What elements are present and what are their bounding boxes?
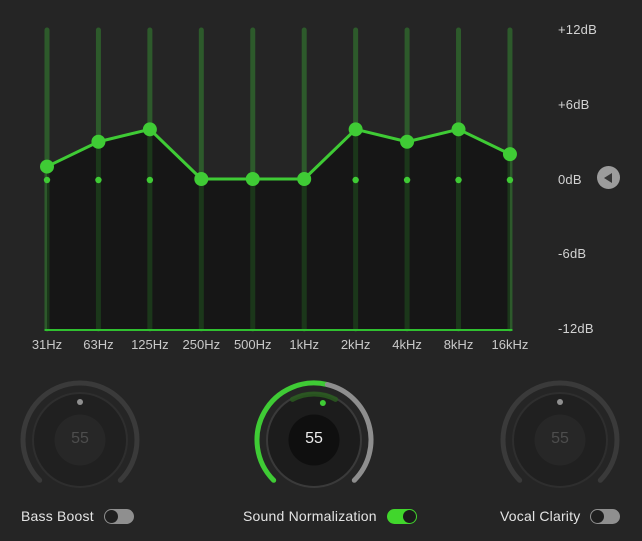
sound-normalization-knob[interactable]: 55: [252, 378, 376, 502]
bass-boost-row: Bass Boost: [21, 507, 134, 525]
eq-zero-dot: [403, 176, 411, 184]
sound-normalization-row: Sound Normalization: [243, 507, 417, 525]
freq-label: 31Hz: [31, 337, 63, 352]
db-tick-label: -12dB: [558, 320, 594, 336]
knob-inner-disc: [288, 414, 340, 466]
eq-handle-8kHz[interactable]: [451, 122, 466, 137]
eq-curve: [45, 127, 512, 181]
freq-label: 63Hz: [83, 337, 114, 352]
freq-label: 500Hz: [233, 337, 272, 352]
freq-label: 1kHz: [289, 337, 319, 352]
knob-inner-disc: [54, 414, 106, 466]
eq-handle-63Hz[interactable]: [91, 134, 106, 149]
eq-handle-125Hz[interactable]: [142, 122, 157, 137]
eq-zero-dot: [506, 176, 514, 184]
eq-zero-dot: [352, 176, 359, 184]
eq-zero-dot: [146, 176, 154, 184]
db-tick-label: +12dB: [558, 22, 597, 38]
bass-boost-toggle[interactable]: [103, 508, 134, 524]
arrow-left-icon: [603, 172, 612, 183]
vocal-clarity-toggle[interactable]: [590, 508, 621, 524]
freq-label: 250Hz: [182, 337, 221, 352]
db-tick-label: -6dB: [558, 246, 587, 262]
knob-arc-disabled: [500, 380, 620, 483]
freq-label: 16kHz: [491, 337, 529, 352]
knob-arc-value: [254, 380, 330, 483]
knob-indicator-dot: [77, 399, 83, 405]
bass-boost-knob[interactable]: 55: [18, 378, 142, 502]
eq-handle-2kHz[interactable]: [348, 122, 363, 137]
freq-label: 2kHz: [340, 337, 371, 352]
knob-rim-glow: [289, 391, 339, 402]
eq-handle-1kHz[interactable]: [297, 172, 312, 186]
eq-handle-16kHz[interactable]: [502, 147, 517, 162]
freq-label: 8kHz: [443, 337, 474, 352]
eq-handle-31Hz[interactable]: [40, 159, 54, 174]
eq-handle-500Hz[interactable]: [245, 172, 260, 186]
eq-reset-button[interactable]: [597, 166, 620, 189]
sound-normalization-label: Sound Normalization: [243, 508, 377, 524]
knob-arc-remainder: [324, 382, 374, 483]
vocal-clarity-row: Vocal Clarity: [500, 507, 621, 525]
knob-inner-disc: [534, 414, 586, 466]
eq-zero-dot: [43, 176, 51, 184]
vocal-clarity-label: Vocal Clarity: [500, 508, 581, 524]
toggle-knob: [104, 509, 118, 523]
vocal-clarity-knob[interactable]: 55: [498, 378, 622, 502]
eq-handle-4kHz[interactable]: [400, 134, 415, 149]
sound-normalization-toggle[interactable]: [386, 508, 417, 524]
knob-indicator-dot: [557, 399, 563, 405]
db-tick-label: +6dB: [558, 96, 590, 112]
toggle-knob: [402, 509, 416, 523]
eq-zero-dot: [95, 176, 102, 184]
eq-handle-250Hz[interactable]: [194, 172, 209, 186]
knob-indicator-dot: [319, 400, 326, 407]
freq-label: 125Hz: [131, 337, 169, 352]
bass-boost-label: Bass Boost: [21, 508, 94, 524]
eq-curve-fill: [47, 129, 510, 330]
knob-arc-disabled: [20, 380, 140, 483]
freq-label: 4kHz: [392, 337, 422, 352]
toggle-knob: [591, 509, 605, 523]
db-tick-label: 0dB: [558, 171, 582, 187]
eq-zero-dot: [455, 176, 462, 184]
eq-graph: [40, 27, 517, 332]
